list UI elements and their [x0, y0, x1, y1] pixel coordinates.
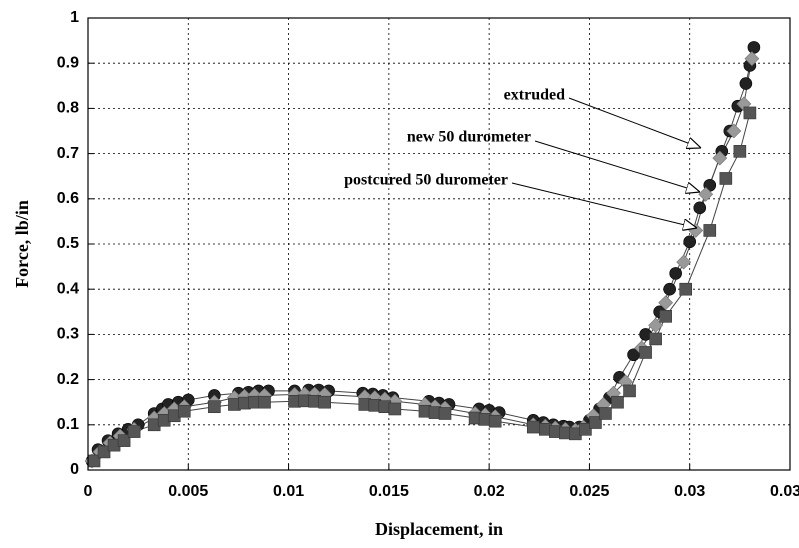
- labels: 0 0.005 0.01 0.015 0.02 0.025 0.03 0.035 0 0.1 0.2…: [57, 9, 799, 500]
- point: [747, 41, 761, 54]
- y-tick-label: 0.1: [57, 416, 79, 433]
- annotation-arrow: [568, 97, 701, 148]
- point: [388, 402, 402, 416]
- x-tick-label: 0.03: [674, 483, 705, 500]
- point: [703, 224, 717, 237]
- point: [649, 332, 662, 346]
- point: [663, 282, 676, 296]
- point: [488, 414, 502, 428]
- annotation-arrow: [534, 140, 700, 192]
- x-tick-label: 0.025: [569, 483, 609, 500]
- y-tick-label: 0.7: [57, 145, 79, 162]
- point: [683, 235, 697, 249]
- y-tick-label: 1: [70, 9, 79, 26]
- x-tick-label: 0: [84, 483, 93, 500]
- y-tick-label: 0.6: [57, 190, 79, 207]
- point: [659, 310, 672, 323]
- x-tick-label: 0.015: [369, 483, 409, 500]
- plot-frame: [87, 17, 791, 471]
- y-tick-label: 0.3: [57, 326, 79, 343]
- point: [318, 395, 331, 409]
- point: [726, 123, 742, 139]
- point: [127, 425, 141, 438]
- x-axis-label: Displacement, in: [375, 519, 503, 539]
- annotation: new 50 durometer: [407, 129, 531, 146]
- point: [744, 51, 760, 67]
- point: [719, 172, 733, 185]
- point: [579, 423, 592, 436]
- point: [526, 420, 540, 434]
- point: [438, 407, 452, 420]
- point: [97, 445, 111, 459]
- point: [639, 346, 652, 359]
- point: [177, 404, 191, 418]
- point: [679, 282, 693, 296]
- point: [117, 434, 131, 447]
- y-tick-label: 0.2: [57, 371, 79, 388]
- point: [676, 254, 692, 270]
- point: [648, 317, 664, 333]
- y-tick-label: 0.5: [57, 235, 79, 252]
- point: [208, 400, 221, 414]
- points: [84, 41, 761, 469]
- annotation: extruded: [504, 87, 565, 104]
- point: [733, 145, 747, 158]
- x-tick-label: 0.005: [168, 483, 208, 500]
- point: [712, 150, 728, 166]
- annotation-arrow: [511, 182, 697, 228]
- y-tick-label: 0.9: [57, 54, 79, 71]
- y-tick-label: 0.4: [57, 280, 79, 297]
- point: [623, 384, 636, 398]
- point: [589, 416, 602, 429]
- y-tick-label: 0.8: [57, 100, 79, 117]
- point: [693, 201, 707, 215]
- point: [688, 223, 704, 238]
- x-tick-label: 0.02: [474, 483, 505, 500]
- y-tick-label: 0: [70, 461, 79, 478]
- point: [739, 77, 753, 90]
- point: [658, 295, 674, 311]
- x-tick-label: 0.01: [273, 483, 304, 500]
- point: [599, 407, 612, 420]
- y-axis-label: Force, lb/in: [12, 200, 32, 288]
- annotation: postcured 50 durometer: [344, 172, 508, 189]
- x-tick-label: 0.035: [770, 483, 799, 500]
- point: [611, 395, 624, 409]
- point: [669, 267, 682, 280]
- point: [743, 106, 757, 120]
- point: [258, 395, 271, 409]
